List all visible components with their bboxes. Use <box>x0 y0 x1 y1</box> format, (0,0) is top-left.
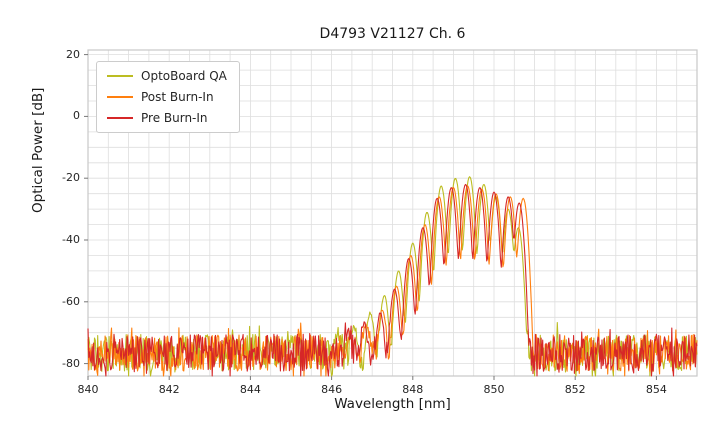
legend-item-pre-burn-in: Pre Burn-In <box>107 111 227 125</box>
legend-item-optoboard-qa: OptoBoard QA <box>107 69 227 83</box>
x-tick-label: 850 <box>483 383 505 396</box>
y-tick-label: -80 <box>62 356 80 370</box>
legend-item-label: Post Burn-In <box>141 90 214 104</box>
x-tick-label: 840 <box>77 383 99 396</box>
y-tick-label: 20 <box>66 47 80 61</box>
x-tick-label: 844 <box>239 383 261 396</box>
x-tick-label: 852 <box>564 383 586 396</box>
legend-line-sample-icon <box>107 75 133 77</box>
x-tick-label: 854 <box>645 383 667 396</box>
legend-line-sample-icon <box>107 117 133 119</box>
legend-item-post-burn-in: Post Burn-In <box>107 90 227 104</box>
y-tick-label: -20 <box>62 171 80 185</box>
legend: OptoBoard QA Post Burn-In Pre Burn-In <box>96 61 240 133</box>
x-axis-label: Wavelength [nm] <box>334 396 451 412</box>
x-tick-label: 842 <box>158 383 180 396</box>
legend-item-label: Pre Burn-In <box>141 111 208 125</box>
plot-title: D4793 V21127 Ch. 6 <box>319 26 466 42</box>
y-tick-label: -40 <box>62 233 80 247</box>
y-axis-label: Optical Power [dB] <box>30 87 46 213</box>
legend-line-sample-icon <box>107 96 133 98</box>
x-tick-label: 846 <box>321 383 343 396</box>
y-tick-label: -60 <box>62 294 80 308</box>
x-tick-label: 848 <box>402 383 424 396</box>
legend-item-label: OptoBoard QA <box>141 69 227 83</box>
y-tick-label: 0 <box>73 109 80 123</box>
